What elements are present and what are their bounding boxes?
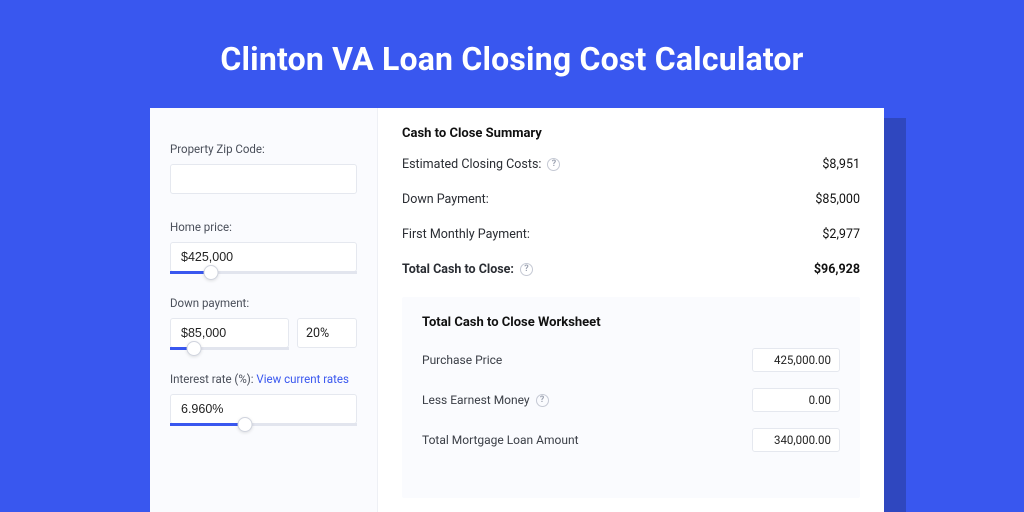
interest-rate-label: Interest rate (%): View current rates	[170, 372, 357, 386]
worksheet-panel: Total Cash to Close Worksheet Purchase P…	[402, 297, 860, 498]
summary-row-value: $2,977	[822, 227, 860, 242]
home-price-slider[interactable]	[170, 271, 357, 274]
page-background: Clinton VA Loan Closing Cost Calculator …	[0, 0, 1024, 512]
summary-row-value: $96,928	[814, 262, 860, 277]
interest-rate-block: Interest rate (%): View current rates	[170, 372, 357, 426]
summary-row: Estimated Closing Costs: ? $8,951	[402, 157, 860, 172]
worksheet-row-label: Purchase Price	[422, 353, 502, 367]
summary-title: Cash to Close Summary	[402, 126, 860, 141]
down-payment-slider[interactable]	[170, 347, 289, 350]
inputs-sidebar: Property Zip Code: Home price: Down paym…	[150, 108, 378, 512]
help-icon[interactable]: ?	[536, 394, 549, 407]
view-rates-link[interactable]: View current rates	[256, 372, 349, 386]
down-payment-label: Down payment:	[170, 296, 357, 310]
slider-thumb[interactable]	[204, 265, 219, 280]
zip-block: Property Zip Code:	[170, 142, 357, 194]
slider-fill	[170, 423, 245, 426]
summary-row-label: Total Cash to Close:	[402, 262, 514, 277]
calculator-card: Property Zip Code: Home price: Down paym…	[150, 108, 884, 512]
slider-thumb[interactable]	[186, 341, 201, 356]
summary-row-label: Down Payment:	[402, 192, 489, 207]
home-price-label: Home price:	[170, 220, 357, 234]
worksheet-row-value-box[interactable]: 0.00	[752, 388, 840, 412]
down-payment-block: Down payment: 20%	[170, 296, 357, 350]
results-main: Cash to Close Summary Estimated Closing …	[378, 108, 884, 512]
home-price-input[interactable]	[170, 242, 357, 272]
worksheet-row: Total Mortgage Loan Amount 340,000.00	[422, 428, 840, 452]
worksheet-row-value: 425,000.00	[774, 353, 831, 367]
summary-row-label: First Monthly Payment:	[402, 227, 530, 242]
slider-thumb[interactable]	[237, 417, 252, 432]
interest-rate-slider[interactable]	[170, 423, 357, 426]
zip-label: Property Zip Code:	[170, 142, 357, 156]
worksheet-row-value: 340,000.00	[774, 433, 831, 447]
interest-label-text: Interest rate (%):	[170, 372, 256, 386]
summary-row-total: Total Cash to Close: ? $96,928	[402, 262, 860, 277]
down-payment-percent-value: 20%	[306, 326, 329, 341]
home-price-block: Home price:	[170, 220, 357, 274]
worksheet-row: Less Earnest Money ? 0.00	[422, 388, 840, 412]
worksheet-row-value: 0.00	[809, 393, 831, 407]
worksheet-row-value-box[interactable]: 425,000.00	[752, 348, 840, 372]
summary-row: Down Payment: $85,000	[402, 192, 860, 207]
help-icon[interactable]: ?	[520, 263, 533, 276]
down-payment-percent-input[interactable]: 20%	[297, 318, 357, 348]
worksheet-row-label: Less Earnest Money	[422, 393, 530, 407]
summary-row-value: $85,000	[815, 192, 860, 207]
summary-row-label: Estimated Closing Costs:	[402, 157, 541, 172]
help-icon[interactable]: ?	[547, 158, 560, 171]
zip-input[interactable]	[170, 164, 357, 194]
worksheet-title: Total Cash to Close Worksheet	[422, 315, 840, 330]
worksheet-row: Purchase Price 425,000.00	[422, 348, 840, 372]
interest-rate-input[interactable]	[170, 394, 357, 424]
worksheet-row-label: Total Mortgage Loan Amount	[422, 433, 579, 447]
summary-row: First Monthly Payment: $2,977	[402, 227, 860, 242]
worksheet-row-value-box[interactable]: 340,000.00	[752, 428, 840, 452]
summary-row-value: $8,951	[822, 157, 860, 172]
page-title: Clinton VA Loan Closing Cost Calculator	[0, 0, 1024, 96]
